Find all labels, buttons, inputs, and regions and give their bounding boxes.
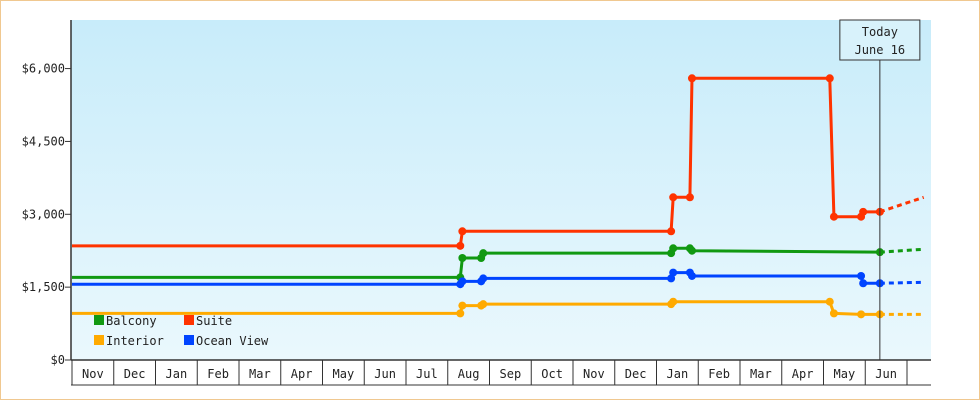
legend-label-interior: Interior	[106, 334, 164, 348]
series-point-balcony	[479, 249, 488, 258]
today-box	[839, 19, 921, 61]
series-forecast-balcony	[879, 247, 924, 254]
series-point-balcony	[669, 244, 678, 253]
series-point-suite	[667, 227, 676, 236]
x-tick-label: Jun	[875, 367, 897, 381]
series-point-ocean-view	[479, 274, 488, 283]
today-marker: Today June 16	[839, 19, 921, 360]
series-interior	[72, 297, 924, 319]
x-tick-label: Jan	[667, 367, 689, 381]
series-ocean-view	[72, 268, 924, 289]
series-point-suite	[456, 241, 465, 250]
legend: Balcony Suite Interior Ocean View	[94, 314, 269, 348]
legend-swatch-suite	[184, 315, 194, 325]
series-point-ocean-view	[859, 279, 868, 288]
series-suite	[72, 74, 925, 250]
x-axis: Nov Dec Jan Feb Mar Apr May Jun Jul Aug Sep Oct Nov D…	[71, 359, 931, 386]
series-point-suite	[859, 207, 868, 216]
y-tick-label: $0	[51, 353, 65, 367]
x-tick-label: May	[333, 367, 355, 381]
y-tick-label: $4,500	[22, 134, 65, 148]
x-tick-label: Nov	[583, 367, 605, 381]
x-tick-label: Jan	[166, 367, 188, 381]
series-layer	[72, 74, 925, 319]
x-tick-label: Sep	[500, 367, 522, 381]
series-point-ocean-view	[857, 271, 866, 280]
legend-label-ocean-view: Ocean View	[196, 334, 269, 348]
legend-label-suite: Suite	[196, 314, 232, 328]
legend-swatch-interior	[94, 335, 104, 345]
x-tick-label: Feb	[708, 367, 730, 381]
y-tick-label: $1,500	[22, 280, 65, 294]
x-tick-label: Aug	[458, 367, 480, 381]
series-point-suite	[669, 193, 678, 202]
series-point-interior	[479, 300, 488, 309]
x-tick-label: Nov	[82, 367, 104, 381]
series-point-suite	[687, 74, 696, 83]
x-tick-label: Apr	[291, 367, 313, 381]
series-point-ocean-view	[687, 271, 696, 280]
series-point-ocean-view	[458, 277, 467, 286]
series-point-ocean-view	[669, 268, 678, 277]
x-tick-label: Oct	[541, 367, 563, 381]
series-point-balcony	[458, 254, 467, 262]
x-tick-label: Jul	[416, 367, 438, 381]
today-label: Today	[862, 25, 898, 39]
series-point-balcony	[687, 246, 696, 255]
series-point-suite	[685, 193, 694, 202]
x-tick-label: May	[834, 367, 856, 381]
series-point-suite	[825, 74, 834, 83]
series-point-interior	[669, 297, 678, 306]
series-point-interior	[456, 309, 465, 318]
x-tick-label: Apr	[792, 367, 814, 381]
y-tick-label: $6,000	[22, 62, 65, 76]
series-forecast-ocean-view	[879, 280, 924, 285]
x-tick-label: Feb	[207, 367, 229, 381]
plot-background	[71, 20, 931, 360]
legend-label-balcony: Balcony	[106, 314, 157, 328]
series-forecast-suite	[879, 195, 925, 214]
series-point-interior	[857, 310, 866, 319]
x-tick-label: Jun	[374, 367, 396, 381]
series-point-interior	[458, 301, 467, 310]
legend-swatch-balcony	[94, 315, 104, 325]
x-tick-label: Mar	[750, 367, 772, 381]
y-tick-label: $3,000	[22, 207, 65, 221]
x-tick-label: Dec	[124, 367, 146, 381]
series-point-interior	[825, 297, 834, 306]
legend-swatch-ocean-view	[184, 335, 194, 345]
x-tick-label: Dec	[625, 367, 647, 381]
series-point-interior	[829, 309, 838, 318]
y-axis: $0 $1,500 $3,000 $4,500 $6,000	[22, 20, 72, 367]
x-tick-label: Mar	[249, 367, 271, 381]
series-point-suite	[829, 212, 838, 221]
today-date: June 16	[855, 43, 906, 57]
series-point-suite	[458, 227, 467, 236]
